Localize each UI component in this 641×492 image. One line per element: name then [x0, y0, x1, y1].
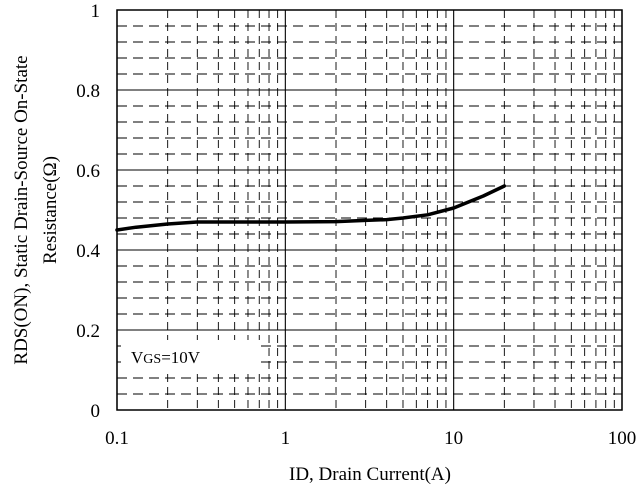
y-tick-label: 1	[91, 1, 101, 22]
y-axis-title-line1: RDS(ON), Static Drain-Source On-State	[11, 55, 32, 364]
y-tick-label: 0.6	[76, 161, 100, 182]
y-tick-label: 0.4	[76, 241, 100, 262]
annotation-background	[121, 340, 261, 373]
vgs-annotation-sub: GS	[143, 352, 161, 367]
y-tick-labels: 0 0.2 0.4 0.6 0.8 1	[76, 1, 100, 422]
y-tick-label: 0.2	[76, 321, 100, 342]
plot-frame	[116, 9, 623, 411]
vgs-annotation-rest: =10V	[161, 348, 201, 367]
series-layer	[115, 184, 507, 232]
x-tick-label: 1	[281, 428, 291, 449]
vgs-annotation-main: V	[131, 348, 144, 367]
y-tick-label: 0.8	[76, 81, 100, 102]
y-tick-label: 0	[91, 401, 101, 422]
y-axis-title-line2: Resistance(Ω)	[40, 156, 61, 264]
series-line	[115, 184, 507, 232]
x-tick-labels: 0.1 1 10 100	[105, 428, 636, 449]
vgs-annotation: VGS=10V	[131, 348, 201, 367]
annotation: VGS=10V	[121, 340, 261, 373]
x-tick-label: 0.1	[105, 428, 129, 449]
x-axis-title: ID, Drain Current(A)	[289, 464, 451, 485]
x-tick-label: 10	[444, 428, 463, 449]
x-tick-label: 100	[608, 428, 637, 449]
